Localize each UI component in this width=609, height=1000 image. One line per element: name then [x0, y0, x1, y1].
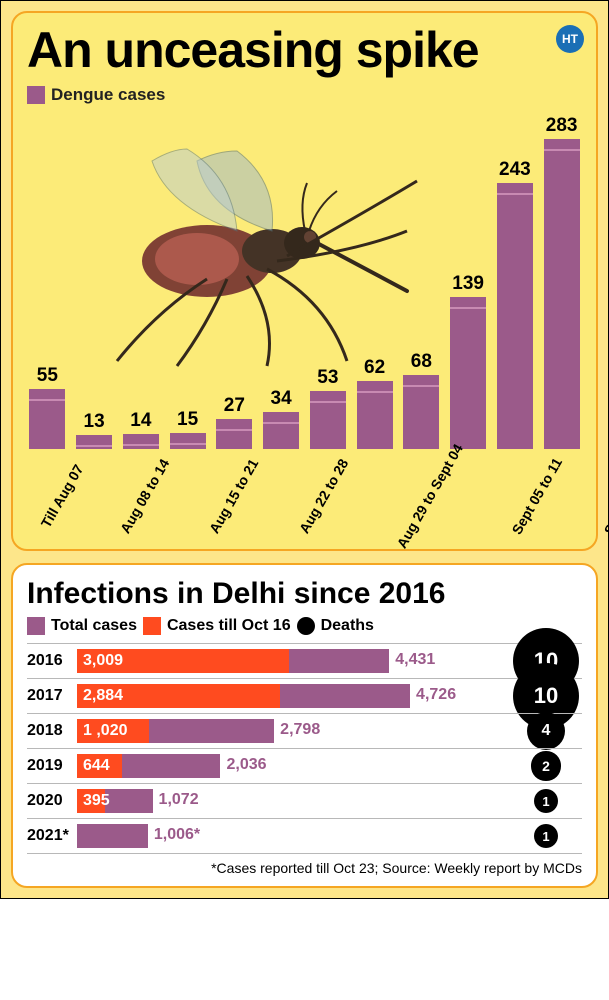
- bar-value-label: 62: [364, 357, 385, 379]
- infographic-root: HT An unceasing spike Dengue cases: [0, 0, 609, 899]
- year-row: 2019 644 2,036 2: [27, 748, 582, 783]
- deaths-bubble: 1: [534, 824, 559, 849]
- bar: [357, 381, 393, 449]
- bar-value-label: 34: [271, 388, 292, 410]
- year-row: 2020 395 1,072 1: [27, 783, 582, 818]
- bar-value-label: 13: [84, 411, 105, 433]
- bar-column: 283: [541, 115, 582, 449]
- bar-chart: 55 13 14 15 27 34 53 62 68 139 243 283 Till Aug 07A…: [27, 111, 582, 541]
- oct-bar: 3,009: [77, 649, 289, 673]
- bar-column: 13: [74, 411, 115, 449]
- top-panel: HT An unceasing spike Dengue cases: [11, 11, 598, 551]
- oct-bar: 2,884: [77, 684, 280, 708]
- year-rows: 20163,0094,4311020172,8844,7261020181 ,0…: [27, 643, 582, 854]
- legend-label-oct: Cases till Oct 16: [167, 617, 291, 635]
- oct-bar: 395: [77, 789, 105, 813]
- deaths-bubble: 2: [531, 751, 560, 780]
- bar-value-label: 283: [546, 115, 578, 137]
- bar-value-label: 68: [411, 351, 432, 373]
- bar-columns: 55 13 14 15 27 34 53 62 68 139 243 283: [27, 111, 582, 449]
- year-label: 2017: [27, 687, 71, 705]
- bar-column: 55: [27, 365, 68, 449]
- legend-label-dengue: Dengue cases: [51, 85, 165, 105]
- total-value-label: 1,072: [159, 791, 199, 809]
- bar-track: 644 2,036: [77, 752, 504, 780]
- year-row: 2018 1 ,020 2,798 4: [27, 713, 582, 748]
- subheadline: Infections in Delhi since 2016: [27, 577, 582, 611]
- year-row: 20163,0094,43110: [27, 643, 582, 678]
- year-label: 2018: [27, 722, 71, 740]
- year-label: 2021*: [27, 827, 71, 845]
- bar: [170, 433, 206, 449]
- bar-track: 2,884 4,726: [77, 682, 504, 710]
- total-value-label: 1,006*: [154, 826, 200, 844]
- bar-column: 53: [308, 367, 349, 449]
- legend-top: Dengue cases: [27, 85, 582, 105]
- legend-label-deaths: Deaths: [321, 617, 374, 635]
- bar-track: 395 1,072: [77, 787, 504, 815]
- total-bar: [77, 824, 148, 848]
- bar: [497, 183, 533, 449]
- bar: [310, 391, 346, 449]
- year-row: 2021* 1,006* 1: [27, 818, 582, 854]
- total-value-label: 2,036: [226, 756, 266, 774]
- bar-column: 243: [495, 159, 536, 449]
- bar: [450, 297, 486, 449]
- bar: [544, 139, 580, 449]
- year-label: 2020: [27, 792, 71, 810]
- ht-logo-badge: HT: [556, 25, 584, 53]
- bar-value-label: 53: [317, 367, 338, 389]
- year-label: 2016: [27, 652, 71, 670]
- bar: [29, 389, 65, 449]
- total-value-label: 4,726: [416, 686, 456, 704]
- total-value-label: 2,798: [280, 721, 320, 739]
- headline: An unceasing spike: [27, 25, 582, 75]
- year-row: 20172,8844,72610: [27, 678, 582, 713]
- year-label: 2019: [27, 757, 71, 775]
- bottom-panel: Infections in Delhi since 2016 Total cas…: [11, 563, 598, 888]
- oct-bar: 644: [77, 754, 122, 778]
- bar-value-label: 27: [224, 395, 245, 417]
- bar-track: 1,006*: [77, 822, 504, 850]
- bar-value-label: 14: [130, 410, 151, 432]
- legend-swatch-deaths: [297, 617, 315, 635]
- total-value-label: 4,431: [395, 651, 435, 669]
- bar: [76, 435, 112, 449]
- legend-swatch-dengue: [27, 86, 45, 104]
- bar-value-label: 55: [37, 365, 58, 387]
- bar-column: 62: [354, 357, 395, 449]
- x-axis-label: Aug 22 to 28: [263, 437, 383, 554]
- bar-track: 3,009 4,431: [77, 647, 504, 675]
- bar-value-label: 15: [177, 409, 198, 431]
- bar-column: 34: [261, 388, 302, 449]
- deaths-bubble: 1: [534, 789, 559, 814]
- oct-bar: 1 ,020: [77, 719, 149, 743]
- bar-value-label: 139: [452, 273, 484, 295]
- legend-swatch-total: [27, 617, 45, 635]
- bar-column: 15: [167, 409, 208, 449]
- bar-track: 1 ,020 2,798: [77, 717, 504, 745]
- legend-swatch-oct: [143, 617, 161, 635]
- bar-column: 139: [448, 273, 489, 449]
- footnote: *Cases reported till Oct 23; Source: Wee…: [27, 860, 582, 876]
- bar-value-label: 243: [499, 159, 531, 181]
- deaths-bubble: 4: [527, 712, 565, 750]
- legend-bottom: Total cases Cases till Oct 16 Deaths: [27, 617, 582, 635]
- legend-label-total: Total cases: [51, 617, 137, 635]
- bar: [263, 412, 299, 449]
- x-axis-labels: Till Aug 07Aug 08 to 14Aug 15 to 21Aug 2…: [27, 451, 582, 541]
